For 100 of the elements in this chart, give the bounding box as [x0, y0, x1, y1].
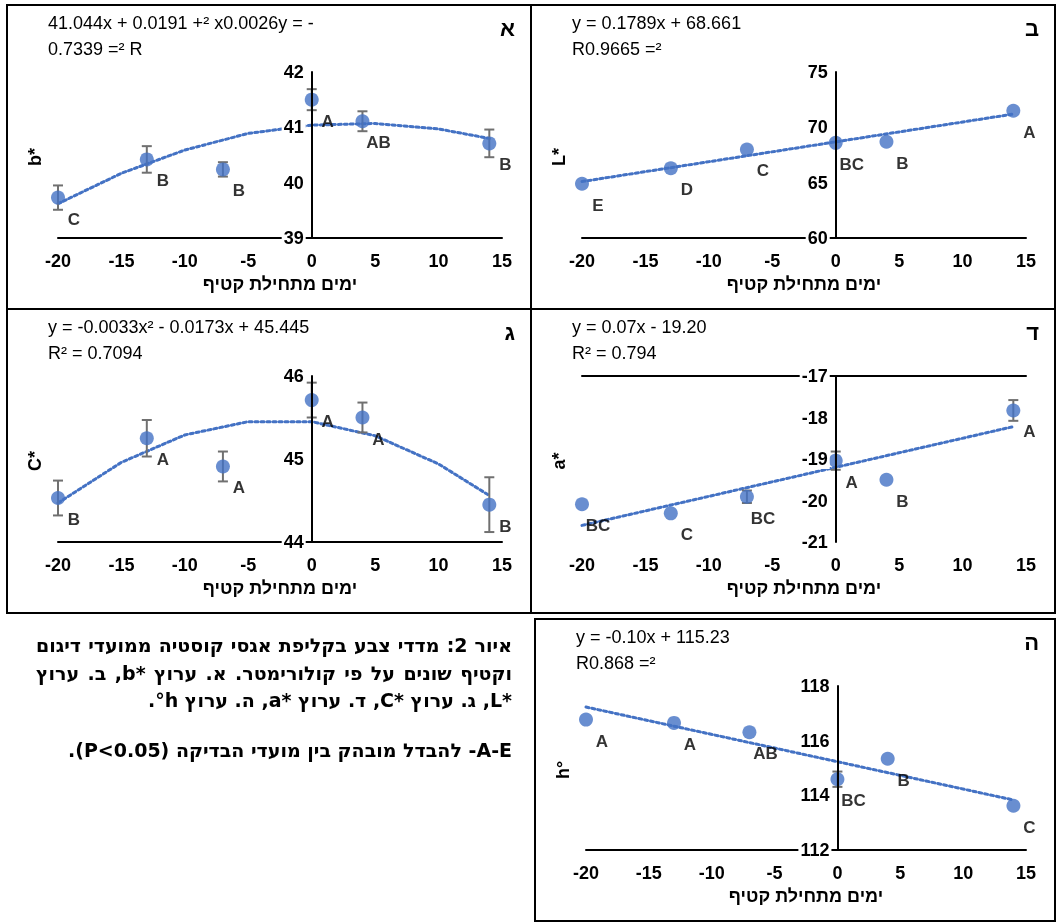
chart-title: ד [1026, 319, 1040, 345]
text: R² = 0.794 [572, 343, 657, 363]
x-tick-label: 10 [952, 251, 973, 271]
x-tick-label: 0 [306, 555, 317, 575]
y-tick-label: -17 [801, 366, 828, 386]
y-tick-label: 60 [807, 228, 828, 248]
x-tick-label: 10 [953, 863, 974, 883]
x-tick-label: -5 [764, 251, 781, 271]
data-label: C [756, 161, 770, 181]
text: R0.9665 =² [572, 39, 662, 59]
text: y = 0.1789x + 68.661 [572, 13, 742, 33]
x-tick-label: -5 [764, 555, 781, 575]
data-label: AB [366, 133, 391, 153]
data-label: B [896, 153, 909, 173]
data-label: E [592, 195, 604, 215]
y-tick-label: 45 [283, 449, 304, 469]
data-label: BC [841, 791, 866, 811]
data-label: B [232, 181, 246, 201]
x-tick-label: -20 [568, 251, 596, 271]
data-label: A [595, 731, 609, 751]
data-label: A [232, 478, 246, 498]
text: R0.868 =² [576, 653, 656, 673]
y-tick-label: 118 [800, 676, 830, 696]
data-label: B [499, 516, 512, 536]
x-axis-title: ימים מתחילת קטיף [202, 577, 358, 598]
x-axis-title: ימים מתחילת קטיף [728, 885, 884, 906]
y-tick-label: 75 [807, 62, 828, 82]
x-axis-title: ימים מתחילת קטיף [726, 577, 882, 598]
x-tick-label: 0 [830, 251, 841, 271]
x-tick-label: -20 [568, 555, 596, 575]
x-tick-label: 15 [491, 555, 513, 575]
text: y = 0.07x - 19.20 [572, 317, 707, 337]
y-axis-title: L* [549, 148, 569, 166]
x-tick-label: -20 [572, 863, 600, 883]
y-tick-label: 70 [807, 117, 828, 138]
x-axis-title: ימים מתחילת קטיף [202, 273, 358, 294]
x-tick-label: 5 [370, 555, 381, 575]
text: A-E- להבדל מובהק בין מועדי הבדיקה (P<0.05). [66, 737, 512, 764]
x-tick-label: 15 [1015, 555, 1037, 575]
y-tick-label: 44 [283, 532, 304, 552]
data-label: C [1023, 817, 1036, 837]
x-tick-label: -15 [108, 555, 135, 575]
x-tick-label: -20 [44, 251, 72, 271]
x-tick-label: 10 [952, 555, 973, 575]
chart-title: ג [504, 319, 516, 345]
y-axis-title: h° [553, 760, 573, 780]
data-label: B [896, 491, 909, 511]
y-tick-label: 114 [800, 785, 830, 806]
x-tick-label: -5 [240, 251, 257, 271]
x-tick-label: -15 [635, 863, 662, 883]
x-tick-label: 5 [895, 863, 906, 883]
x-tick-label: -10 [171, 555, 198, 575]
data-label: C [680, 525, 693, 545]
data-label: C [67, 209, 81, 229]
y-tick-label: 46 [283, 366, 304, 386]
data-label: A [683, 734, 697, 754]
data-label: B [499, 155, 512, 175]
chart-title: ב [1024, 15, 1040, 41]
x-tick-label: 15 [491, 251, 513, 271]
y-axis-title: C* [25, 450, 45, 471]
text: y = -0.0033x² - 0.0173x + 45.445 [48, 317, 310, 337]
y-tick-label: 112 [800, 840, 830, 860]
x-tick-label: -15 [632, 251, 659, 271]
x-tick-label: -5 [766, 863, 783, 883]
text: 0.7339 =² R [48, 39, 143, 59]
data-label: D [680, 180, 693, 200]
x-tick-label: 0 [306, 251, 317, 271]
x-tick-label: 5 [370, 251, 381, 271]
x-axis-title: ימים מתחילת קטיף [726, 273, 882, 294]
y-tick-label: 40 [283, 172, 304, 193]
x-tick-label: -10 [698, 863, 725, 883]
y-axis-title: b* [25, 148, 45, 166]
data-label: A [1023, 122, 1036, 142]
data-label: BC [750, 508, 776, 528]
x-tick-label: -5 [240, 555, 257, 575]
data-label: B [156, 171, 169, 191]
y-tick-label: -19 [801, 449, 828, 469]
y-tick-label: -18 [801, 407, 828, 428]
x-tick-label: 0 [832, 863, 843, 883]
x-tick-label: -10 [695, 251, 722, 271]
x-tick-label: 5 [894, 555, 905, 575]
text: y = -0.10x + 115.23 [576, 627, 730, 647]
data-label: BC [585, 516, 611, 536]
data-label: BC [839, 154, 864, 174]
chart-title: ה [1024, 629, 1040, 655]
x-tick-label: -15 [632, 555, 659, 575]
data-label: A [156, 450, 169, 470]
data-label: B [67, 510, 81, 530]
y-tick-label: 65 [807, 172, 828, 193]
x-tick-label: -20 [44, 555, 72, 575]
text: R² = 0.7094 [48, 343, 143, 363]
x-tick-label: 10 [428, 251, 449, 271]
y-tick-label: 39 [283, 228, 304, 248]
x-tick-label: 15 [1015, 251, 1037, 271]
x-tick-label: 0 [830, 555, 841, 575]
y-axis-title: a* [549, 452, 569, 470]
y-tick-label: 42 [283, 62, 304, 82]
chart-title: א [499, 15, 516, 41]
y-tick-label: 41 [283, 117, 304, 138]
data-label: A [845, 472, 858, 492]
